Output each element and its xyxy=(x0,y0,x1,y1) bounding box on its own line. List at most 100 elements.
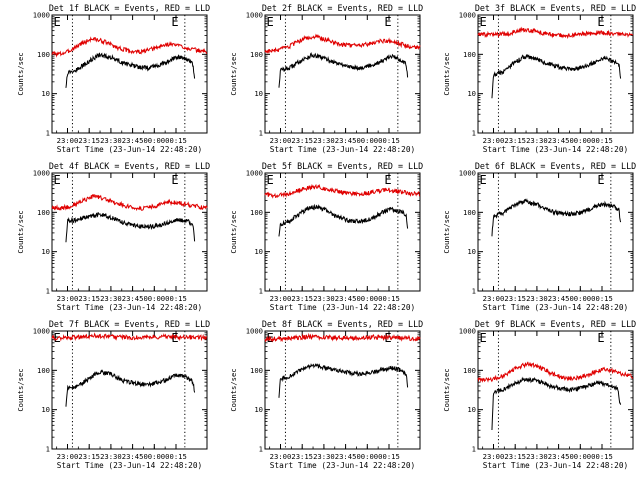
y-tick-label: 1 xyxy=(46,129,50,138)
x-tick-label: 23:15 xyxy=(291,294,313,303)
x-tick-label: 23:30 xyxy=(313,136,335,145)
x-tick-label: 23:30 xyxy=(100,136,122,145)
y-tick-label: 1000 xyxy=(246,11,263,20)
panel-title: Det 6f BLACK = Events, RED = LLD xyxy=(475,161,636,171)
panel-det-1: Det 1f BLACK = Events, RED = LLD 1 10 100 10… xyxy=(16,3,210,154)
x-tick-label: 23:00 xyxy=(57,136,79,145)
x-tick-label: 23:00 xyxy=(483,294,505,303)
x-tick-label: 23:00 xyxy=(270,452,292,461)
x-tick-label: 00:15 xyxy=(378,136,400,145)
panel-det-6: Det 6f BLACK = Events, RED = LLD 1 10 100 10… xyxy=(442,161,636,312)
y-tick-label: 100 xyxy=(463,208,476,217)
axes-frame xyxy=(51,14,208,134)
series-events-line xyxy=(491,53,622,99)
x-tick-label: 23:45 xyxy=(548,136,570,145)
x-tick-label: 23:15 xyxy=(504,452,526,461)
y-axis-label: Counts/sec xyxy=(442,52,451,95)
x-tick-label: 23:30 xyxy=(526,136,548,145)
series-lld-line xyxy=(477,361,634,383)
axes-frame xyxy=(477,172,634,292)
panel-det-4: Det 4f BLACK = Events, RED = LLD 1 10 100 10… xyxy=(16,161,210,312)
y-axis-label: Counts/sec xyxy=(229,52,238,95)
y-tick-label: 1 xyxy=(472,129,476,138)
y-tick-label: 10 xyxy=(467,247,476,256)
event-marker-label: E xyxy=(171,15,178,29)
event-marker-label: E xyxy=(597,331,604,345)
axes-frame xyxy=(51,172,208,292)
x-tick-label: 00:15 xyxy=(165,452,187,461)
panel-title: Det 5f BLACK = Events, RED = LLD xyxy=(262,161,423,171)
axes-frame xyxy=(264,330,421,450)
series-lld-line xyxy=(264,332,421,343)
y-tick-label: 10 xyxy=(467,89,476,98)
panel-det-2: Det 2f BLACK = Events, RED = LLD 1 10 100 10… xyxy=(229,3,423,154)
y-axis-label: Counts/sec xyxy=(16,52,25,95)
x-tick-label: 23:15 xyxy=(78,294,100,303)
series-events-line xyxy=(491,376,622,431)
axes-frame xyxy=(477,330,634,450)
y-tick-label: 10 xyxy=(254,247,263,256)
event-marker-label: E xyxy=(54,331,61,345)
x-tick-label: 23:00 xyxy=(483,136,505,145)
y-axis-label: Counts/sec xyxy=(442,368,451,411)
x-tick-label: 00:15 xyxy=(591,452,613,461)
y-tick-label: 1 xyxy=(46,445,50,454)
y-tick-label: 1 xyxy=(259,445,263,454)
event-marker-label: E xyxy=(171,173,178,187)
y-tick-label: 100 xyxy=(463,366,476,375)
x-tick-label: 00:00 xyxy=(143,294,165,303)
event-marker-label: E xyxy=(597,173,604,187)
panel-det-5: Det 5f BLACK = Events, RED = LLD 1 10 100 10… xyxy=(229,161,423,312)
y-tick-label: 1 xyxy=(46,287,50,296)
y-tick-label: 100 xyxy=(37,208,50,217)
y-axis-label: Counts/sec xyxy=(16,210,25,253)
series-events-line xyxy=(65,212,196,243)
x-axis-label: Start Time (23-Jun-14 22:48:20) xyxy=(483,461,629,470)
axes-frame xyxy=(477,14,634,134)
x-tick-label: 23:00 xyxy=(483,452,505,461)
x-tick-label: 23:45 xyxy=(122,294,144,303)
x-tick-label: 23:30 xyxy=(313,452,335,461)
x-tick-label: 00:00 xyxy=(569,294,591,303)
panel-title: Det 8f BLACK = Events, RED = LLD xyxy=(262,319,423,329)
x-tick-label: 23:30 xyxy=(313,294,335,303)
x-tick-label: 23:45 xyxy=(122,136,144,145)
panel-title: Det 3f BLACK = Events, RED = LLD xyxy=(475,3,636,13)
x-tick-label: 00:15 xyxy=(378,294,400,303)
series-lld-line xyxy=(51,194,208,212)
x-tick-label: 23:00 xyxy=(57,294,79,303)
series-events-line xyxy=(278,363,409,398)
panel-det-8: Det 8f BLACK = Events, RED = LLD 1 10 100 10… xyxy=(229,319,423,470)
axes-frame xyxy=(264,172,421,292)
x-tick-label: 23:30 xyxy=(100,452,122,461)
x-tick-label: 00:00 xyxy=(356,452,378,461)
x-tick-label: 23:00 xyxy=(57,452,79,461)
panel-det-9: Det 9f BLACK = Events, RED = LLD 1 10 100 10… xyxy=(442,319,636,470)
series-events-line xyxy=(491,198,622,237)
event-marker-label: E xyxy=(267,173,274,187)
y-tick-label: 1 xyxy=(472,445,476,454)
series-lld-line xyxy=(264,33,421,54)
panel-title: Det 4f BLACK = Events, RED = LLD xyxy=(49,161,210,171)
x-axis-label: Start Time (23-Jun-14 22:48:20) xyxy=(57,461,203,470)
y-tick-label: 10 xyxy=(254,89,263,98)
y-axis-label: Counts/sec xyxy=(16,368,25,411)
y-tick-label: 1 xyxy=(259,287,263,296)
y-tick-label: 1000 xyxy=(33,11,50,20)
x-tick-label: 23:00 xyxy=(270,294,292,303)
series-lld-line xyxy=(477,26,634,39)
x-tick-label: 00:00 xyxy=(569,452,591,461)
series-lld-line xyxy=(264,183,421,199)
panel-title: Det 1f BLACK = Events, RED = LLD xyxy=(49,3,210,13)
x-tick-label: 23:45 xyxy=(122,452,144,461)
x-tick-label: 00:00 xyxy=(356,294,378,303)
y-tick-label: 1 xyxy=(472,287,476,296)
axes-frame xyxy=(264,14,421,134)
x-tick-label: 23:45 xyxy=(335,294,357,303)
x-tick-label: 23:30 xyxy=(526,452,548,461)
x-tick-label: 23:15 xyxy=(78,452,100,461)
event-marker-label: E xyxy=(480,15,487,29)
x-tick-label: 23:15 xyxy=(291,452,313,461)
x-tick-label: 23:45 xyxy=(335,452,357,461)
